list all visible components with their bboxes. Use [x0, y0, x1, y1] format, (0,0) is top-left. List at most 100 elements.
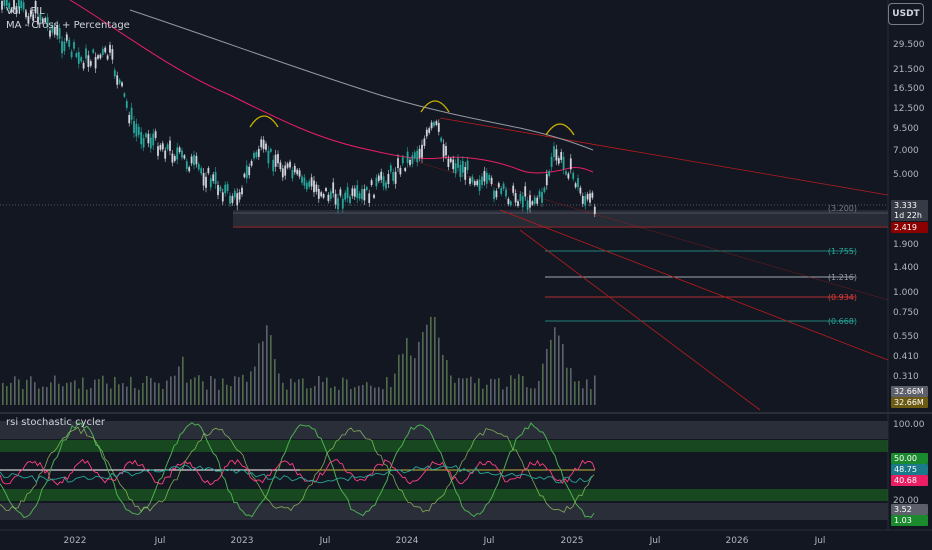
- candle-body: [488, 175, 491, 181]
- volume-bar: [390, 386, 392, 405]
- candle-body: [140, 132, 143, 145]
- volume-bar: [142, 382, 144, 405]
- candle-body: [423, 138, 426, 146]
- time-axis[interactable]: 2022 Jul 2023 Jul 2024 Jul 2025 Jul 2026 Jul: [64, 536, 826, 546]
- volume-bar: [502, 389, 504, 405]
- volume-bar: [86, 389, 88, 405]
- candle-body: [17, 0, 20, 9]
- candle-body: [221, 192, 224, 202]
- candle-body: [121, 82, 123, 87]
- candle-body: [457, 158, 459, 168]
- volume-bar: [102, 375, 104, 405]
- candle-body: [113, 70, 116, 77]
- candle-body: [97, 55, 99, 59]
- time-axis-label: 2022: [64, 536, 87, 546]
- volume-bar: [110, 388, 112, 405]
- volume-bar: [418, 341, 420, 405]
- candle-body: [255, 152, 258, 158]
- volume-bar: [434, 317, 436, 405]
- candle-body: [89, 61, 92, 66]
- countdown-tag: 1d 22h: [891, 210, 928, 221]
- rsi-axis-tick: 100.00: [893, 420, 925, 430]
- volume-bar: [466, 378, 468, 405]
- candle-body: [358, 193, 361, 199]
- candle-body: [145, 133, 147, 138]
- volume-bar: [470, 376, 472, 405]
- candle-body: [238, 192, 241, 200]
- volume-bar: [346, 379, 348, 405]
- candle-body: [190, 156, 193, 164]
- candle-body: [425, 129, 428, 137]
- candle-body: [267, 150, 270, 164]
- candle-body: [207, 168, 210, 174]
- candle-body: [94, 56, 97, 69]
- candle-body: [514, 193, 517, 203]
- volume-bar: [90, 387, 92, 405]
- candle-body: [365, 186, 368, 191]
- candle-body: [116, 75, 119, 85]
- candle-body: [485, 172, 488, 184]
- candle-body: [301, 176, 303, 183]
- candle-body: [404, 168, 407, 172]
- candle-body: [548, 171, 551, 176]
- candle-body: [80, 57, 83, 62]
- volume-bar: [62, 386, 64, 405]
- candle-body: [497, 183, 500, 188]
- candle-body: [447, 158, 450, 167]
- candle-body: [533, 197, 536, 204]
- volume-bar: [438, 337, 440, 405]
- volume-bar: [550, 339, 552, 405]
- volume-bar: [134, 387, 136, 405]
- candle-body: [154, 131, 157, 138]
- candle-body: [334, 193, 337, 205]
- volume-bar: [154, 382, 156, 405]
- candle-body: [310, 177, 313, 187]
- volume-bar: [18, 379, 20, 405]
- level-label: (1.216): [828, 273, 857, 282]
- volume-bar: [450, 375, 452, 405]
- volume-bar: [70, 382, 72, 405]
- volume-bar: [490, 378, 492, 405]
- candle-body: [241, 187, 243, 195]
- candle-body: [286, 163, 289, 168]
- volume-bar: [534, 388, 536, 405]
- volume-bar: [74, 380, 76, 405]
- candle-body: [454, 163, 457, 174]
- candle-body: [147, 133, 150, 144]
- volume-bar: [98, 378, 100, 405]
- candle-body: [305, 182, 308, 190]
- candle-body: [188, 167, 191, 172]
- candle-body: [349, 196, 351, 204]
- candle-body: [409, 159, 411, 166]
- volume-bar: [246, 381, 248, 405]
- volume-bar: [170, 376, 172, 405]
- candle-body: [70, 51, 73, 58]
- volume-bar: [362, 384, 364, 405]
- candle-body: [466, 160, 469, 170]
- volume-bar: [94, 379, 96, 405]
- volume-bar: [574, 381, 576, 405]
- volume-bar: [562, 343, 564, 405]
- candle-body: [193, 154, 195, 166]
- volume-bar: [546, 349, 548, 405]
- candle-body: [197, 164, 200, 170]
- candle-body: [509, 201, 512, 206]
- candle-body: [250, 161, 253, 166]
- candle-body: [183, 155, 186, 159]
- volume-bar: [558, 335, 560, 405]
- price-axis[interactable]: 29.500 21.500 16.500 12.500 9.500 7.000 5.000 1…: [893, 40, 925, 506]
- candle-body: [553, 146, 555, 157]
- currency-button[interactable]: USDT: [888, 3, 924, 25]
- candle-body: [142, 138, 145, 148]
- volume-bar: [322, 381, 324, 405]
- candle-body: [519, 193, 522, 201]
- candle-body: [406, 151, 409, 164]
- candle-body: [195, 155, 198, 165]
- candle-body: [329, 191, 332, 199]
- volume-bar: [250, 371, 252, 405]
- candle-body: [61, 41, 63, 54]
- volume-bar: [294, 382, 296, 405]
- price-axis-tick: 12.500: [893, 104, 925, 114]
- level-label: (0.668): [828, 317, 857, 326]
